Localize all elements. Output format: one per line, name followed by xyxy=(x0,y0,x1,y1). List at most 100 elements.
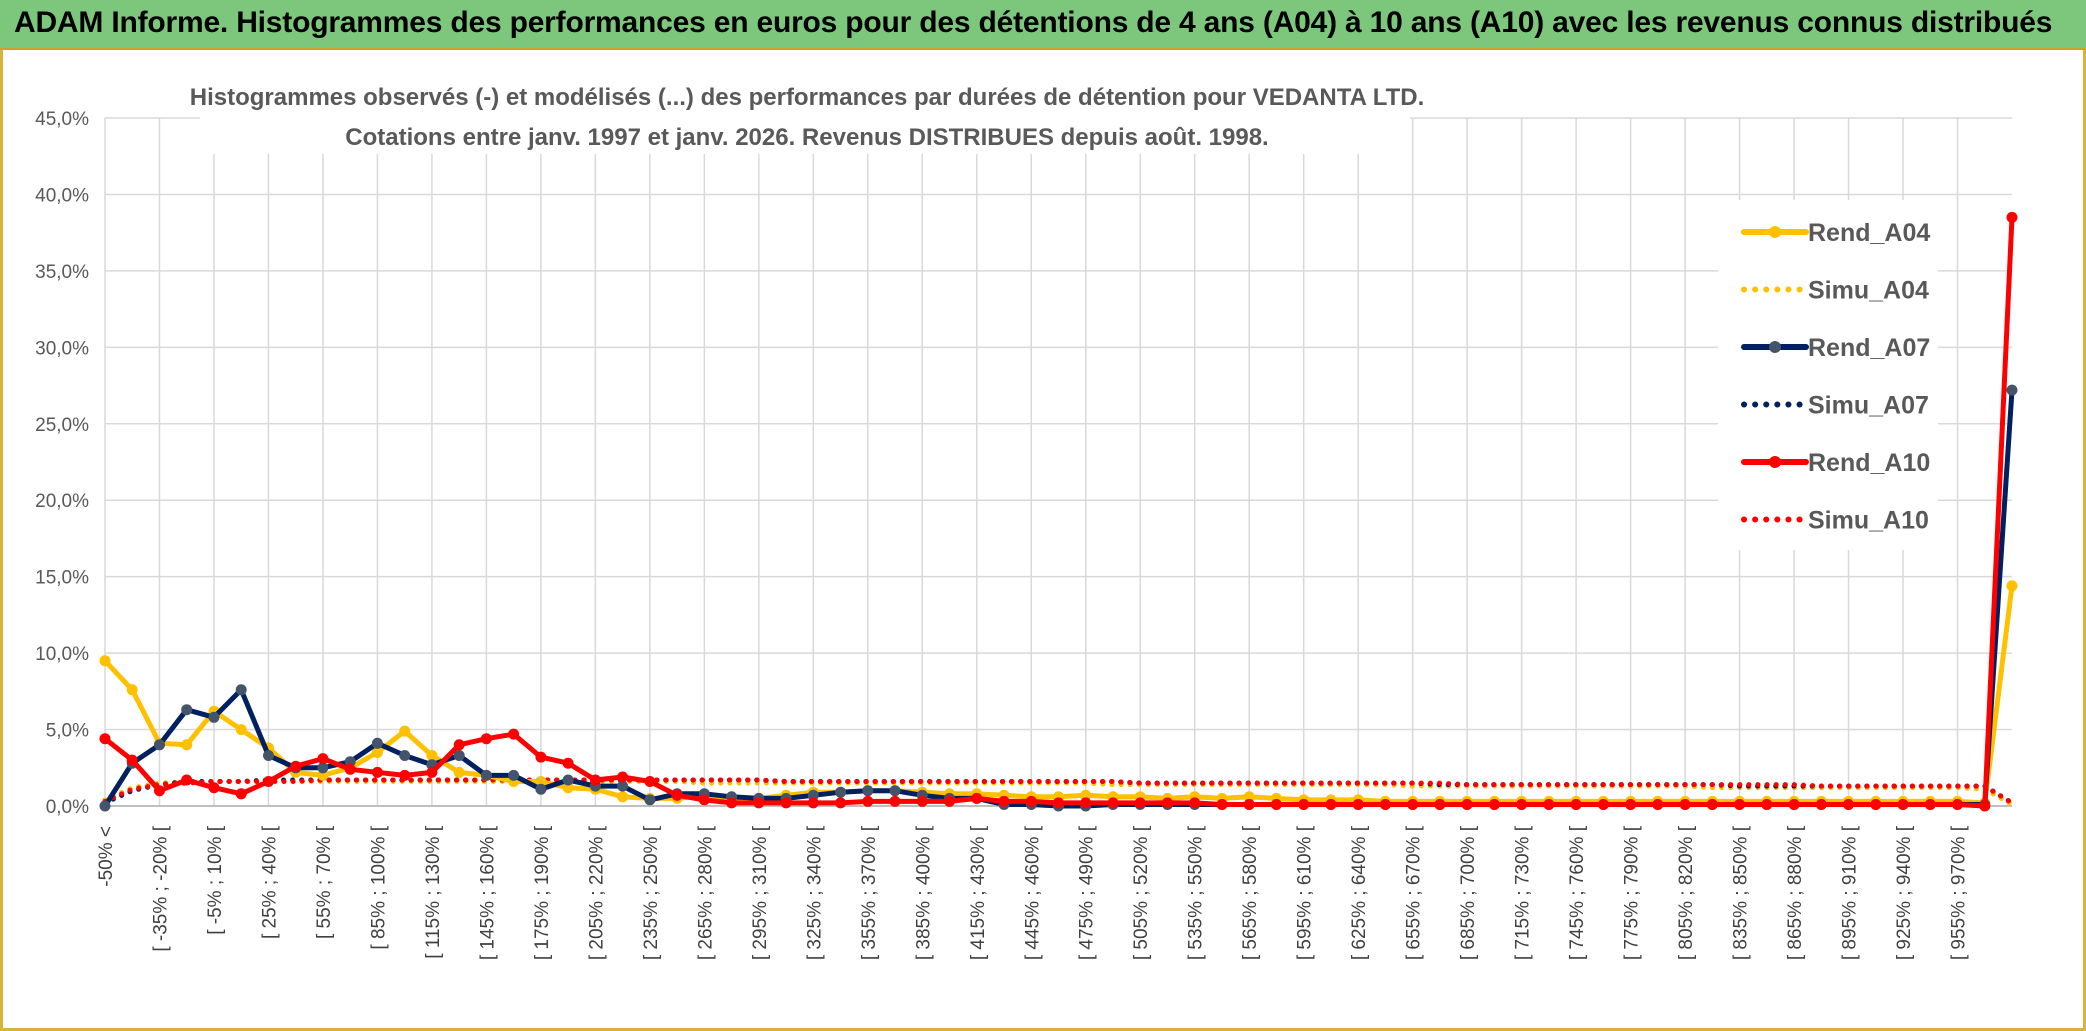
y-axis-ticks: 0,0% 5,0% 10,0% 15,0% 20,0% 25,0% 30,0% 35,0% 40… xyxy=(35,109,89,818)
legend-marker-rend_a07 xyxy=(1769,341,1781,353)
point-rend_a07 xyxy=(644,794,656,806)
y-tick-label: 20,0% xyxy=(35,491,89,512)
point-rend_a10 xyxy=(1298,799,1310,810)
series-line-rend_a04 xyxy=(102,583,2015,806)
legend-label: Rend_A07 xyxy=(1808,334,1930,362)
point-rend_a07 xyxy=(181,704,193,716)
point-rend_a10 xyxy=(344,763,356,775)
x-tick-label: [ 835% ; 850% [ xyxy=(1731,825,1752,960)
point-rend_a10 xyxy=(998,795,1010,807)
legend: Rend_A04 Simu_A04 Rend_A07 Simu_A07 Rend_A10… xyxy=(1718,200,1938,550)
point-rend_a10 xyxy=(399,769,411,781)
point-rend_a04 xyxy=(126,684,138,696)
point-rend_a10 xyxy=(154,785,165,797)
y-tick-label: 0,0% xyxy=(46,797,89,818)
point-rend_a04 xyxy=(235,724,247,736)
point-rend_a10 xyxy=(426,766,438,778)
x-tick-label: [ 655% ; 670% [ xyxy=(1404,825,1425,960)
point-rend_a10 xyxy=(1706,799,1718,810)
y-tick-label: 10,0% xyxy=(35,644,89,665)
series-group xyxy=(99,211,2018,812)
point-rend_a10 xyxy=(1570,799,1582,810)
point-rend_a10 xyxy=(1488,799,1500,810)
point-rend_a10 xyxy=(1407,799,1419,810)
x-tick-label: [ -5% ; 10% [ xyxy=(205,825,226,934)
point-rend_a07 xyxy=(2006,384,2018,396)
point-rend_a10 xyxy=(1189,797,1201,809)
x-tick-label: [ 745% ; 760% [ xyxy=(1567,825,1588,960)
x-axis-ticks: -50% < [ -35% ; -20% [[ -5% ; 10% [[ 25% … xyxy=(96,825,1970,960)
x-tick-label: [ 145% ; 160% [ xyxy=(477,825,498,960)
point-rend_a10 xyxy=(1025,795,1037,807)
point-rend_a10 xyxy=(726,797,738,809)
x-tick-label: [ 925% ; 940% [ xyxy=(1894,825,1915,960)
point-rend_a10 xyxy=(889,795,901,807)
x-tick-label: [ 85% ; 100% [ xyxy=(368,825,389,949)
point-rend_a07 xyxy=(480,769,492,781)
point-rend_a10 xyxy=(1924,799,1936,810)
x-tick-label: [ 805% ; 820% [ xyxy=(1676,825,1697,960)
x-tick-label: [ 445% ; 460% [ xyxy=(1022,825,1043,960)
point-rend_a07 xyxy=(562,774,574,786)
x-tick-label: [ 415% ; 430% [ xyxy=(968,825,989,960)
point-rend_a10 xyxy=(944,795,955,807)
y-tick-label: 35,0% xyxy=(35,262,89,283)
point-rend_a10 xyxy=(235,788,247,800)
x-tick-label: [ 175% ; 190% [ xyxy=(532,825,553,960)
point-rend_a10 xyxy=(317,753,329,765)
point-rend_a10 xyxy=(1516,799,1528,810)
point-rend_a10 xyxy=(1761,799,1773,810)
point-rend_a04 xyxy=(371,747,383,758)
point-rend_a07 xyxy=(508,769,520,781)
point-rend_a10 xyxy=(263,776,274,787)
y-tick-label: 25,0% xyxy=(35,415,89,436)
point-rend_a10 xyxy=(1270,799,1282,810)
point-rend_a10 xyxy=(1352,799,1364,810)
point-rend_a10 xyxy=(1134,797,1146,809)
x-tick-label: [ 115% ; 130% [ xyxy=(423,825,444,958)
x-tick-label: [ 355% ; 370% [ xyxy=(859,825,880,960)
grid-lines xyxy=(104,117,2012,807)
x-tick-label: [ 325% ; 340% [ xyxy=(804,825,825,960)
point-rend_a10 xyxy=(1815,799,1827,810)
point-rend_a10 xyxy=(1870,799,1882,810)
x-tick-label: [ 565% ; 580% [ xyxy=(1240,825,1261,960)
point-rend_a10 xyxy=(1979,800,1991,812)
point-rend_a10 xyxy=(181,774,193,786)
legend-label: Simu_A04 xyxy=(1808,277,1929,305)
point-rend_a04 xyxy=(453,766,465,778)
x-tick-label: [ 865% ; 880% [ xyxy=(1785,825,1806,960)
y-tick-label: 30,0% xyxy=(35,338,89,359)
point-rend_a07 xyxy=(371,737,383,749)
x-tick-label: [ 715% ; 730% [ xyxy=(1513,825,1534,960)
point-rend_a04 xyxy=(399,725,411,737)
point-rend_a10 xyxy=(644,776,656,787)
point-rend_a07 xyxy=(235,684,247,696)
legend-label: Simu_A07 xyxy=(1808,392,1929,420)
point-rend_a10 xyxy=(971,792,983,804)
point-rend_a10 xyxy=(371,766,383,778)
x-tick-label: [ 295% ; 310% [ xyxy=(750,825,771,960)
x-tick-label: [ 535% ; 550% [ xyxy=(1186,825,1207,960)
point-rend_a07 xyxy=(453,750,465,761)
point-rend_a10 xyxy=(535,751,547,763)
point-rend_a10 xyxy=(1053,797,1064,809)
point-rend_a04 xyxy=(181,739,193,751)
point-rend_a10 xyxy=(1107,797,1119,809)
point-rend_a04 xyxy=(99,655,111,667)
point-rend_a10 xyxy=(1597,799,1609,810)
point-rend_a10 xyxy=(1897,799,1909,810)
point-rend_a07 xyxy=(889,785,901,797)
point-rend_a07 xyxy=(263,750,274,761)
point-rend_a10 xyxy=(617,771,629,783)
x-tick-label: [ 235% ; 250% [ xyxy=(641,825,662,960)
x-tick-label: [ 265% ; 280% [ xyxy=(695,825,716,960)
x-tick-label: [ 955% ; 970% [ xyxy=(1949,825,1970,960)
y-tick-label: 5,0% xyxy=(46,721,89,742)
point-rend_a07 xyxy=(835,786,847,798)
point-rend_a10 xyxy=(290,760,302,772)
y-tick-label: 15,0% xyxy=(35,568,89,589)
point-rend_a07 xyxy=(208,711,220,723)
x-tick-label: [ 895% ; 910% [ xyxy=(1840,825,1861,960)
point-rend_a10 xyxy=(1325,799,1337,810)
